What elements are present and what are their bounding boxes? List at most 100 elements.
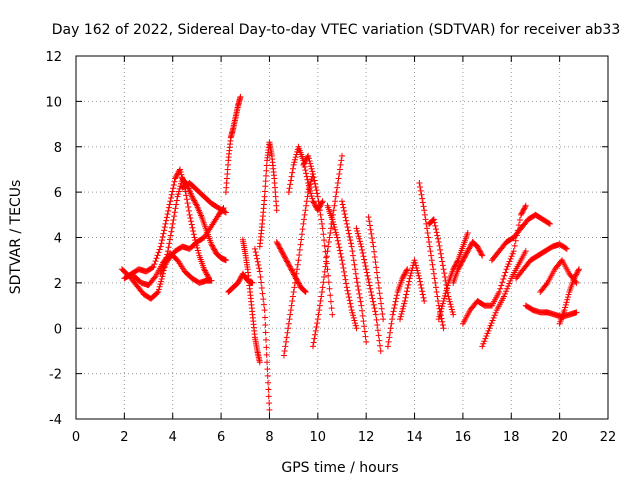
data-point xyxy=(309,195,316,202)
data-point xyxy=(301,160,307,167)
data-point xyxy=(366,218,373,225)
data-point xyxy=(377,347,384,354)
data-point xyxy=(256,268,263,275)
data-point xyxy=(399,275,406,282)
data-point xyxy=(333,189,340,196)
data-point xyxy=(367,226,374,233)
data-point xyxy=(341,272,348,279)
data-point xyxy=(401,271,408,278)
data-point xyxy=(332,198,339,205)
data-point xyxy=(285,261,292,268)
data-point xyxy=(369,239,376,246)
data-point xyxy=(325,243,332,250)
data-point xyxy=(505,261,512,268)
data-point xyxy=(506,258,513,265)
data-point xyxy=(344,287,351,294)
series-arc-ad xyxy=(522,302,580,320)
data-point xyxy=(187,215,194,222)
data-point xyxy=(209,242,216,249)
data-point xyxy=(190,231,197,238)
data-point xyxy=(388,320,395,327)
data-point xyxy=(292,279,299,286)
data-point xyxy=(402,294,409,301)
data-point xyxy=(149,264,156,271)
data-point xyxy=(263,351,270,358)
data-point xyxy=(434,293,441,300)
data-point xyxy=(403,291,410,298)
data-point xyxy=(504,285,511,292)
data-point xyxy=(249,279,256,286)
data-point xyxy=(300,161,307,168)
data-point xyxy=(289,169,296,176)
data-point xyxy=(482,335,489,342)
data-point xyxy=(310,339,317,346)
data-point xyxy=(440,298,447,305)
data-point xyxy=(397,316,404,323)
series-arc-j xyxy=(256,139,280,250)
data-point xyxy=(427,248,434,255)
data-point xyxy=(298,236,305,243)
data-point xyxy=(466,244,473,251)
data-point xyxy=(353,325,360,332)
data-point xyxy=(423,225,430,232)
data-point xyxy=(301,287,308,294)
data-point xyxy=(294,261,301,268)
data-point xyxy=(258,279,265,286)
data-point xyxy=(365,279,372,286)
data-point xyxy=(235,278,242,285)
data-point xyxy=(189,194,196,201)
data-point xyxy=(301,216,307,223)
data-point xyxy=(501,272,508,279)
data-point xyxy=(262,178,269,185)
data-point xyxy=(325,239,332,246)
series-arc-p xyxy=(324,202,360,332)
data-point xyxy=(361,323,368,330)
data-point xyxy=(332,229,339,236)
data-point xyxy=(202,268,209,275)
data-point xyxy=(437,250,444,257)
y-tick-label: 4 xyxy=(54,232,62,247)
y-tick-label: 10 xyxy=(45,95,62,110)
data-point xyxy=(364,272,371,279)
data-point xyxy=(564,296,571,303)
data-point xyxy=(439,300,446,307)
data-point xyxy=(188,221,195,228)
data-point xyxy=(189,193,196,200)
data-point xyxy=(339,201,346,208)
series-arc-aa xyxy=(479,248,529,350)
data-point xyxy=(191,234,198,241)
data-point xyxy=(168,194,174,201)
data-point xyxy=(412,259,419,266)
data-point xyxy=(174,193,181,200)
data-point xyxy=(259,290,266,297)
data-point xyxy=(338,157,345,164)
data-point xyxy=(319,225,326,232)
data-point xyxy=(295,280,302,287)
data-point xyxy=(487,322,494,329)
data-point xyxy=(322,263,329,270)
data-point xyxy=(545,220,552,227)
data-point xyxy=(358,302,365,309)
data-point xyxy=(257,274,264,281)
data-point xyxy=(291,284,298,291)
data-point xyxy=(499,279,506,286)
data-point xyxy=(286,263,293,270)
data-point xyxy=(429,261,436,268)
data-point xyxy=(355,287,362,294)
data-point xyxy=(323,253,330,260)
data-point xyxy=(339,257,345,264)
data-point xyxy=(301,159,308,166)
data-point xyxy=(165,204,172,211)
data-point xyxy=(430,266,437,273)
data-point xyxy=(275,242,282,249)
data-point xyxy=(483,333,490,340)
data-point xyxy=(491,312,498,319)
data-point xyxy=(354,228,361,235)
data-point xyxy=(371,253,378,260)
data-point xyxy=(341,207,348,214)
data-point xyxy=(263,172,269,179)
data-point xyxy=(261,193,268,200)
data-point xyxy=(185,204,192,211)
data-point xyxy=(343,220,350,227)
data-point xyxy=(496,288,503,295)
